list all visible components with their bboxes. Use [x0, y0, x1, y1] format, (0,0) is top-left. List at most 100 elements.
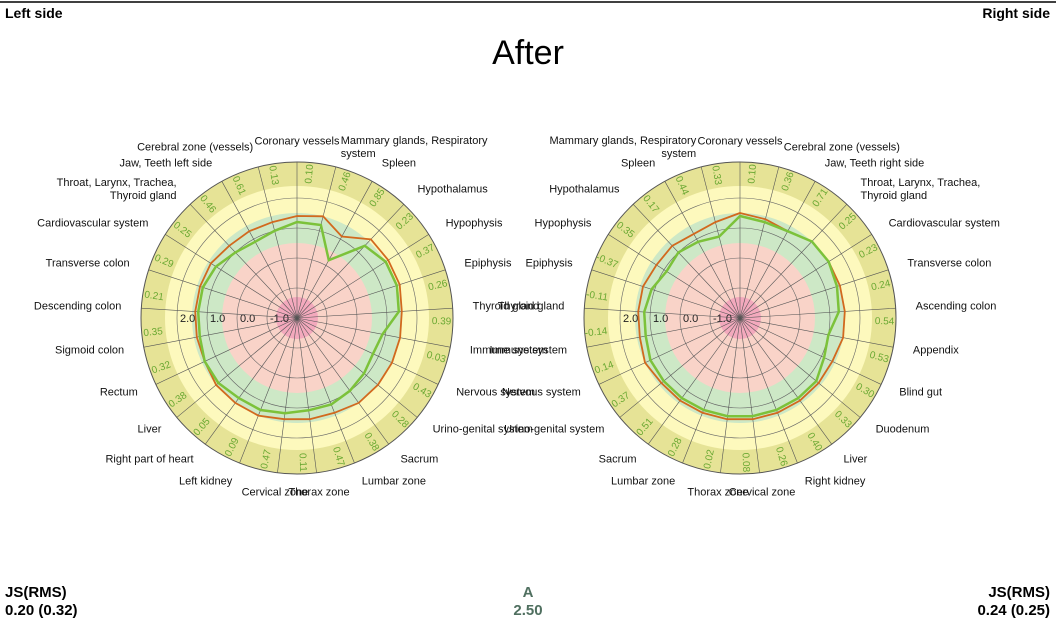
category-label: Transverse colon — [907, 257, 992, 270]
category-label: Cerebral zone (vessels) — [137, 141, 254, 154]
spoke — [155, 317, 298, 385]
ring-value-label: 0.10 — [303, 163, 316, 184]
spoke — [296, 307, 453, 319]
category-label: Hypophysis — [534, 217, 592, 230]
ring-value-label: 0.54 — [875, 316, 895, 327]
spoke — [296, 166, 337, 319]
spoke — [296, 317, 389, 445]
category-label: Rectum — [99, 386, 138, 399]
category-label: Mammary glands, Respiratory system — [549, 134, 697, 160]
category-label: Ascending colon — [915, 300, 997, 313]
ring-value-label: 0.03 — [425, 350, 447, 366]
category-label: Immune system — [489, 344, 568, 357]
spoke — [296, 204, 405, 319]
ring-value-label: 0.24 — [870, 278, 892, 293]
category-label: Hypothalamus — [417, 183, 488, 196]
r-tick-label: 1.0 — [653, 313, 668, 325]
spoke — [296, 234, 429, 319]
left-metric-value: 0.20 (0.32) — [5, 602, 78, 619]
spoke — [296, 317, 317, 473]
spoke — [277, 317, 298, 473]
ring-value-label: 0.47 — [330, 446, 346, 468]
category-label: Jaw, Teeth right side — [824, 157, 925, 170]
center-metric-value: 2.50 — [513, 602, 543, 619]
spoke — [632, 204, 741, 319]
spoke — [296, 317, 418, 418]
spoke — [221, 181, 298, 319]
category-label: Duodenum — [875, 423, 930, 436]
spoke — [584, 307, 741, 319]
r-tick-label: 0.0 — [683, 313, 698, 325]
category-label: Cerebral zone (vessels) — [783, 141, 900, 154]
category-label: Appendix — [912, 344, 959, 357]
spoke — [739, 181, 816, 319]
ring-value-label: -0.14 — [584, 326, 608, 339]
category-label: Thyroid gland — [497, 300, 565, 313]
category-label: Sigmoid colon — [55, 344, 125, 357]
category-label: Cardiovascular system — [37, 217, 149, 230]
spoke — [664, 181, 741, 319]
spoke — [148, 269, 298, 319]
spoke — [739, 307, 896, 319]
spoke — [619, 317, 741, 418]
spoke — [739, 166, 780, 319]
spoke — [591, 269, 741, 319]
category-label: Hypothalamus — [549, 183, 620, 196]
category-label: Lumbar zone — [361, 475, 426, 488]
spoke — [739, 317, 798, 464]
spoke — [739, 234, 872, 319]
ring-value-label: 0.39 — [432, 316, 452, 327]
spoke — [739, 269, 889, 319]
ring-value-label: 0.26 — [773, 446, 789, 468]
spoke — [143, 317, 298, 348]
category-label: Throat, Larynx, Trachea, Thyroid gland — [56, 176, 177, 202]
ring-value-label: 0.53 — [868, 350, 890, 366]
category-label: Sacrum — [598, 453, 637, 466]
left-metric: JS(RMS) — [5, 584, 67, 601]
category-label: Lumbar zone — [610, 475, 676, 488]
category-label: Epiphysis — [464, 257, 512, 270]
spoke — [739, 317, 832, 445]
spoke — [239, 317, 298, 464]
spoke — [296, 181, 373, 319]
category-label: Throat, Larynx, Trachea, Thyroid gland — [860, 176, 981, 202]
ring-value-label: 0.11 — [297, 453, 309, 473]
ring-value-label: 0.21 — [144, 290, 165, 304]
series-line — [642, 214, 841, 418]
category-label: Urino-genital system — [432, 423, 533, 436]
category-label: Jaw, Teeth left side — [119, 157, 213, 170]
ring-value-label: 0.10 — [746, 163, 759, 184]
spoke — [296, 269, 446, 319]
category-label: Transverse colon — [45, 257, 130, 270]
category-label: Cervical zone — [728, 486, 796, 499]
spoke — [189, 204, 298, 319]
category-label: Coronary vessels — [254, 135, 340, 148]
spoke — [720, 317, 741, 473]
spoke — [296, 317, 439, 385]
title: After — [492, 34, 564, 72]
right-metric: JS(RMS) — [988, 584, 1050, 601]
category-label: Thyroid gland — [472, 300, 540, 313]
category-label: Thorax zone — [687, 486, 749, 499]
r-tick-label: 0.0 — [240, 313, 255, 325]
category-label: Coronary vessels — [697, 135, 783, 148]
ring-value-label: 0.26 — [427, 278, 449, 293]
category-label: Cardiovascular system — [888, 217, 1000, 230]
category-label: Epiphysis — [525, 257, 573, 270]
left-side-label: Left side — [5, 5, 63, 21]
ring-value-label: -0.11 — [585, 289, 609, 303]
spoke — [739, 317, 882, 385]
spoke — [141, 307, 298, 319]
category-label: Nervous system — [456, 386, 536, 399]
spoke — [739, 317, 894, 348]
series-line — [196, 220, 401, 415]
center-metric: A — [522, 584, 534, 601]
spoke — [205, 317, 298, 445]
category-label: Right part of heart — [105, 453, 194, 466]
ring-value-label: 0.08 — [739, 453, 751, 473]
spoke — [586, 317, 741, 348]
ring-value-label: 0.13 — [266, 165, 280, 186]
spoke — [296, 317, 355, 464]
category-label: Cervical zone — [241, 486, 309, 499]
